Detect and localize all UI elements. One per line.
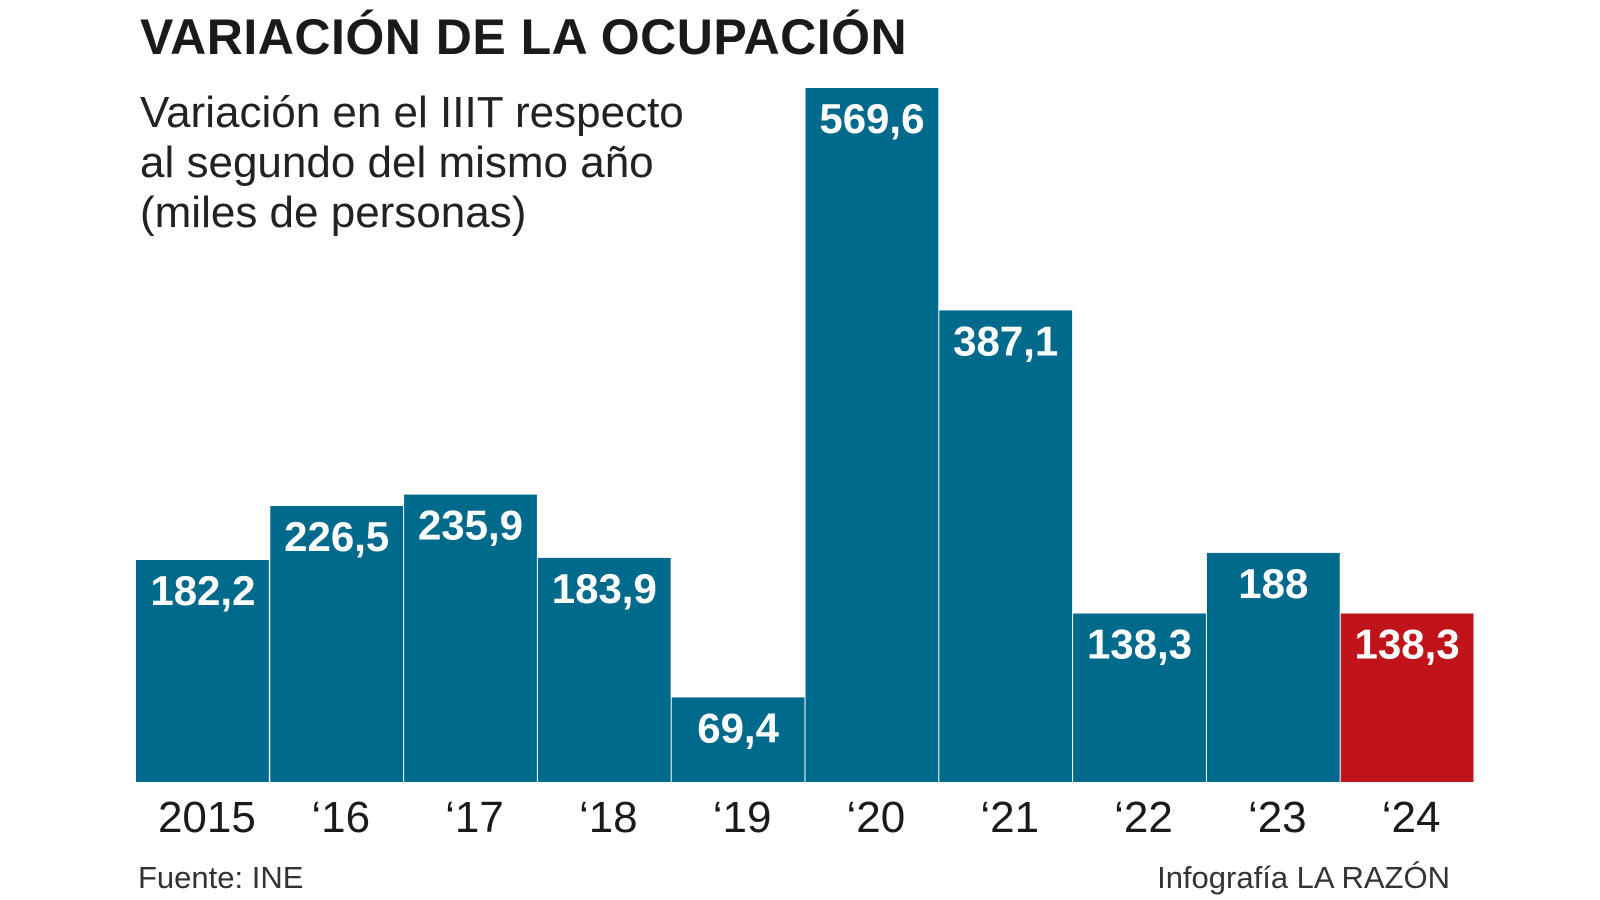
subtitle-line-2: al segundo del mismo año [140,138,654,187]
subtitle-line-3: (miles de personas) [140,188,527,237]
bar-value-label-1: 226,5 [284,513,389,560]
x-tick-label-7: ‘22 [1114,793,1173,842]
bar-4 [671,697,805,782]
x-tick-label-8: ‘23 [1248,793,1307,842]
credit-note: Infografía LA RAZÓN [1157,860,1450,895]
bar-value-label-5: 569,6 [819,95,924,142]
x-tick-label-5: ‘20 [847,793,906,842]
x-axis-ticks-layer: 2015 ‘16 ‘17 ‘18 ‘19 ‘20 ‘21 ‘22 ‘23 ‘24 [158,793,1441,842]
subtitle-line-1: Variación en el IIIT respecto [140,88,684,137]
x-tick-label-0: 2015 [158,793,256,842]
bar-7 [1073,613,1206,782]
bar-value-label-7: 138,3 [1087,621,1192,668]
x-tick-label-2: ‘17 [445,793,504,842]
bar-3 [537,557,671,782]
bar-value-label-8: 188 [1238,560,1308,607]
bar-value-label-3: 183,9 [552,565,657,612]
bar-6 [939,310,1073,782]
x-tick-label-6: ‘21 [980,793,1039,842]
x-tick-label-3: ‘18 [579,793,638,842]
bar-2 [404,494,537,782]
x-tick-label-9: ‘24 [1382,793,1441,842]
bars-layer [136,88,1474,782]
bar-0 [136,560,269,782]
x-tick-label-4: ‘19 [713,793,772,842]
bar-value-label-4: 69,4 [697,704,779,751]
bar-1 [270,506,404,782]
bar-value-label-6: 387,1 [953,317,1058,364]
chart-subtitle: Variación en el IIIT respecto al segundo… [140,88,780,238]
bar-8 [1206,552,1340,782]
source-note: Fuente: INE [138,860,304,895]
x-tick-label-1: ‘16 [311,793,370,842]
chart-title: VARIACIÓN DE LA OCUPACIÓN [140,9,908,65]
bar-value-label-0: 182,2 [150,567,255,614]
bar-value-label-2: 235,9 [418,502,523,549]
bar-9 [1340,613,1474,782]
bar-5 [805,88,939,782]
value-labels-layer: 182,2 226,5 235,9 183,9 69,4 569,6 387,1 138,3 1… [150,95,1459,751]
bar-value-label-9: 138,3 [1355,621,1460,668]
